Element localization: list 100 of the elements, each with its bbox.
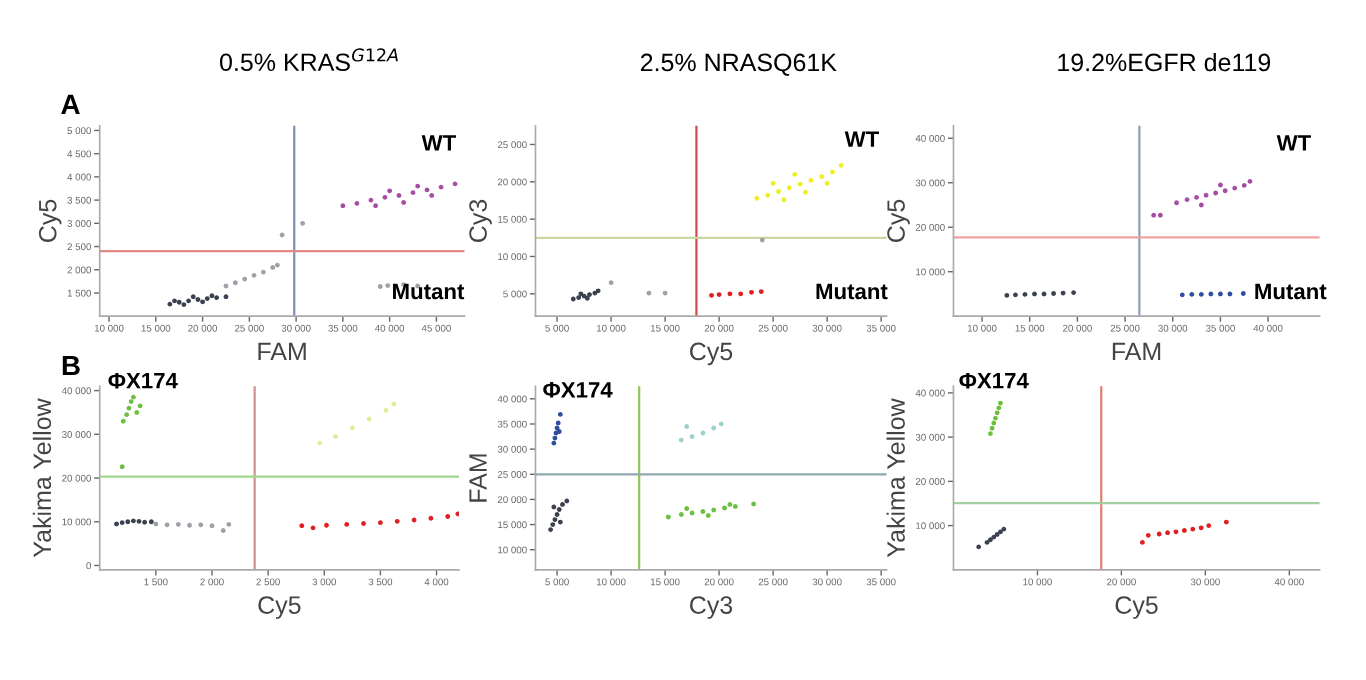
chart-title: 19.2%EGFR de119 [1058, 52, 1271, 72]
point [1203, 192, 1209, 198]
annotation: Mutant [1255, 283, 1327, 300]
text: B [62, 355, 80, 376]
point [124, 412, 130, 418]
point [214, 295, 220, 301]
point [242, 276, 248, 282]
point [751, 501, 757, 507]
x-axis-title: FAM [258, 342, 306, 361]
y-axis-title: Cy3 [469, 199, 492, 242]
point [176, 299, 182, 305]
point [1198, 525, 1204, 531]
point [415, 183, 421, 189]
point [718, 421, 724, 427]
point [1151, 212, 1157, 218]
point [120, 418, 126, 424]
point [209, 523, 215, 529]
point [786, 185, 792, 191]
point [260, 269, 266, 275]
annotation: Mutant [393, 283, 465, 300]
annotation: WT [844, 131, 879, 147]
point [808, 177, 814, 183]
point [991, 534, 997, 540]
point [251, 272, 257, 278]
annotation: ΦX174 [959, 372, 1029, 389]
point [382, 194, 388, 200]
x-axis-title: Cy5 [258, 596, 301, 619]
point [1198, 202, 1204, 208]
x-axis-title: Cy5 [690, 342, 733, 366]
y-axis-title: Cy5 [887, 199, 910, 242]
point [377, 520, 383, 526]
x-axis-title: FAM [1112, 342, 1161, 361]
point [754, 195, 760, 201]
annotation: Mutant [816, 283, 888, 300]
point [317, 440, 323, 446]
point [340, 203, 346, 209]
point [387, 188, 393, 194]
point [299, 523, 305, 529]
point [727, 291, 733, 297]
point [148, 519, 154, 525]
point [383, 407, 389, 413]
x-axis-title: Cy3 [690, 596, 733, 619]
point [175, 521, 181, 527]
point [1157, 212, 1163, 218]
point [1145, 532, 1151, 538]
point [198, 522, 204, 528]
point [1190, 526, 1196, 532]
point [738, 291, 744, 297]
point [394, 518, 400, 524]
point [989, 425, 995, 431]
y-axis-title: Yakima Yellow [886, 398, 905, 558]
point [678, 437, 684, 443]
annotation: ΦX174 [543, 382, 613, 398]
point [428, 515, 434, 521]
point [792, 171, 798, 177]
point [991, 420, 997, 426]
point [1173, 529, 1179, 535]
point [119, 520, 125, 526]
point [711, 425, 717, 431]
annotation: ΦX174 [108, 372, 178, 389]
point [1206, 523, 1212, 529]
point [996, 405, 1002, 411]
point [665, 514, 671, 520]
point [976, 544, 982, 550]
point [226, 521, 232, 527]
annotation: WT [1276, 135, 1311, 151]
y-axis-title: FAM [469, 454, 487, 502]
point [190, 294, 196, 300]
point [765, 192, 771, 198]
point [1222, 188, 1228, 194]
point [1232, 185, 1238, 191]
point [781, 197, 787, 203]
point [770, 180, 776, 186]
point [838, 162, 844, 168]
point [711, 507, 717, 513]
text: A [61, 94, 80, 114]
point [142, 519, 148, 525]
point [232, 280, 238, 286]
point [1004, 292, 1010, 298]
point [119, 464, 125, 470]
chart-title: 0.5% KRAS$^{G12A}$ [220, 48, 398, 72]
annotation: WT [421, 135, 456, 151]
point [164, 522, 170, 528]
point [570, 296, 576, 302]
point [136, 518, 142, 524]
y-axis-title: Cy5 [38, 199, 62, 242]
y-axis-title: Yakima Yellow [32, 398, 52, 558]
point [1223, 519, 1229, 525]
chart-title: 2.5% NRASQ61K [640, 53, 837, 76]
point [349, 425, 355, 431]
point [1179, 292, 1185, 298]
point [994, 410, 1000, 416]
point [557, 519, 563, 525]
point [354, 200, 360, 206]
point [223, 294, 229, 300]
point [125, 519, 131, 525]
point [824, 180, 830, 186]
point [130, 394, 136, 400]
point [759, 237, 765, 243]
point [130, 518, 136, 524]
